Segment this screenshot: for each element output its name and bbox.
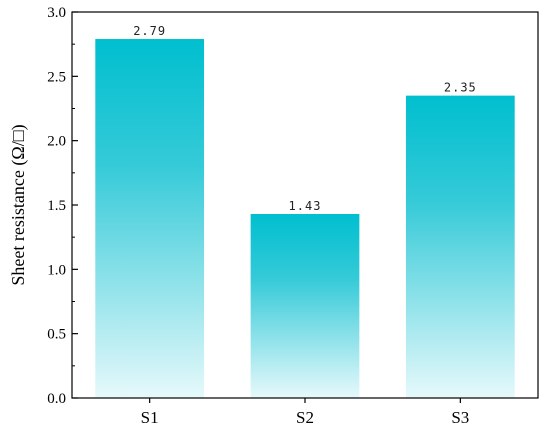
x-tick-label-s2: S2 [296,408,314,427]
y-axis-ticks: 0.0 0.5 1.0 1.5 2.0 2.5 3.0 [47,5,78,407]
data-label-s2: 1.43 [289,199,322,213]
y-tick-label: 0.5 [47,327,66,343]
data-label-s3: 2.35 [444,81,477,95]
bar-s1 [95,39,205,399]
bars-group [95,39,515,399]
y-tick-label: 3.0 [47,5,66,21]
bar-s2 [250,214,360,398]
y-tick-label: 0.0 [47,391,66,407]
x-tick-label-s3: S3 [451,408,469,427]
data-label-s1: 2.79 [133,24,166,38]
x-tick-label-s1: S1 [141,408,159,427]
x-axis-ticks: S1 S2 S3 [141,398,469,427]
y-tick-label: 1.5 [47,198,66,214]
data-labels-group: 2.79 1.43 2.35 [133,24,477,213]
y-axis-title: Sheet resistance (Ω/□) [8,124,29,285]
bar-s3 [405,95,515,398]
y-tick-label: 2.0 [47,134,66,150]
y-tick-label: 1.0 [47,262,66,278]
y-tick-label: 2.5 [47,69,66,85]
